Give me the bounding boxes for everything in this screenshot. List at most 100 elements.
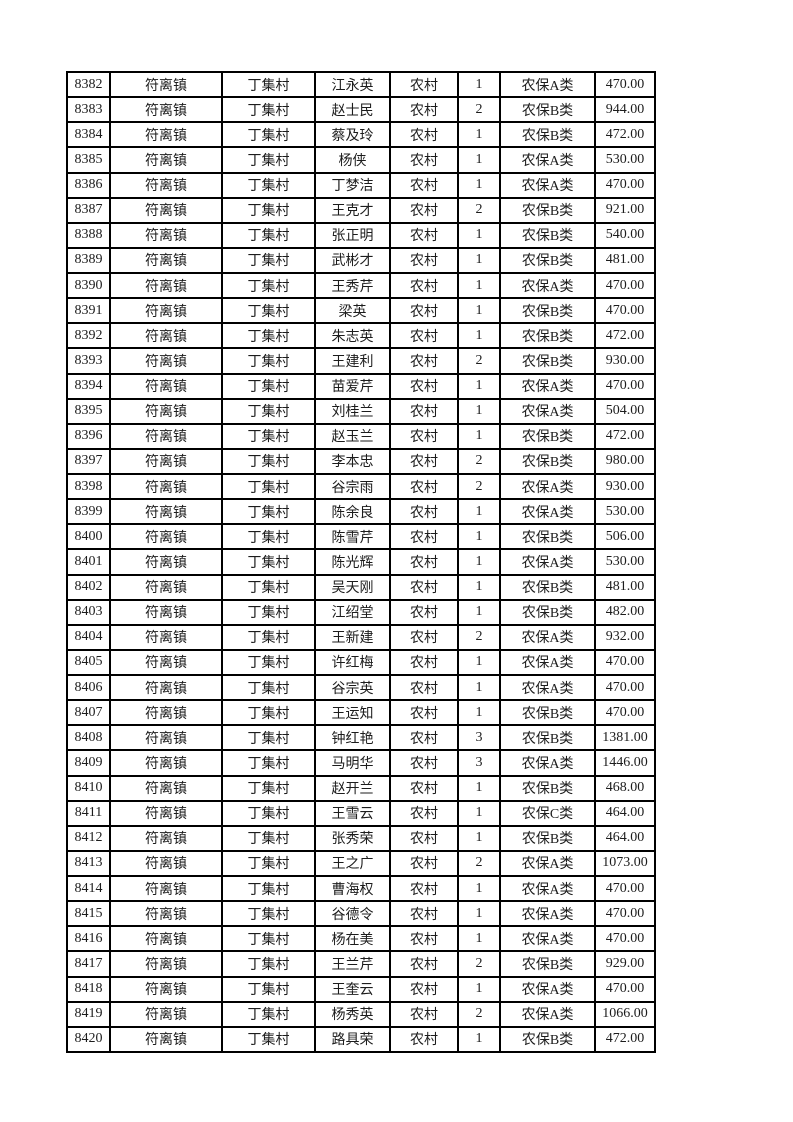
town-cell: 符离镇 [109,623,223,651]
area-type-cell: 农村 [389,196,459,224]
amount-cell: 482.00 [594,598,656,626]
person-name-cell: 王奎云 [314,975,391,1003]
amount-cell: 472.00 [594,322,656,350]
amount-cell: 464.00 [594,824,656,852]
insurance-category-cell: 农保A类 [499,271,596,300]
person-count-cell: 1 [457,648,501,677]
person-name-cell: 谷宗英 [314,673,391,702]
area-type-cell: 农村 [389,498,459,526]
town-cell: 符离镇 [109,1025,223,1054]
record-id-cell: 8384 [66,121,111,149]
town-cell: 符离镇 [109,824,223,852]
person-count-cell: 1 [457,975,501,1003]
record-id-cell: 8415 [66,900,111,928]
table-row: 8413 符离镇 丁集村 王之广 农村 2 农保A类 1073.00 [66,849,656,878]
insurance-category-cell: 农保A类 [499,70,596,99]
amount-cell: 470.00 [594,699,656,727]
village-cell: 丁集村 [221,347,316,375]
village-cell: 丁集村 [221,472,316,501]
table-row: 8384 符离镇 丁集村 蔡及玲 农村 1 农保B类 472.00 [66,121,656,149]
insurance-category-cell: 农保A类 [499,171,596,199]
village-cell: 丁集村 [221,849,316,878]
area-type-cell: 农村 [389,246,459,275]
record-id-cell: 8388 [66,221,111,249]
town-cell: 符离镇 [109,673,223,702]
table-row: 8411 符离镇 丁集村 王雪云 农村 1 农保C类 464.00 [66,799,656,827]
village-cell: 丁集村 [221,523,316,551]
person-name-cell: 王之广 [314,849,391,878]
record-id-cell: 8389 [66,246,111,275]
record-id-cell: 8413 [66,849,111,878]
amount-cell: 470.00 [594,673,656,702]
insurance-category-cell: 农保B类 [499,96,596,124]
person-count-cell: 2 [457,196,501,224]
record-id-cell: 8406 [66,673,111,702]
person-count-cell: 1 [457,397,501,425]
village-cell: 丁集村 [221,673,316,702]
insurance-category-cell: 农保A类 [499,849,596,878]
town-cell: 符离镇 [109,975,223,1003]
village-cell: 丁集村 [221,1025,316,1054]
amount-cell: 530.00 [594,548,656,576]
insurance-category-cell: 农保B类 [499,724,596,752]
person-count-cell: 2 [457,1000,501,1028]
area-type-cell: 农村 [389,271,459,300]
village-cell: 丁集村 [221,498,316,526]
village-cell: 丁集村 [221,322,316,350]
village-cell: 丁集村 [221,975,316,1003]
town-cell: 符离镇 [109,874,223,903]
person-count-cell: 2 [457,950,501,978]
person-count-cell: 1 [457,146,501,174]
person-name-cell: 路具荣 [314,1025,391,1054]
village-cell: 丁集村 [221,70,316,99]
person-name-cell: 朱志英 [314,322,391,350]
amount-cell: 530.00 [594,146,656,174]
person-count-cell: 2 [457,347,501,375]
table-row: 8390 符离镇 丁集村 王秀芹 农村 1 农保A类 470.00 [66,271,656,300]
area-type-cell: 农村 [389,171,459,199]
area-type-cell: 农村 [389,900,459,928]
town-cell: 符离镇 [109,1000,223,1028]
person-name-cell: 张正明 [314,221,391,249]
amount-cell: 506.00 [594,523,656,551]
village-cell: 丁集村 [221,196,316,224]
area-type-cell: 农村 [389,749,459,777]
person-count-cell: 1 [457,673,501,702]
person-name-cell: 马明华 [314,749,391,777]
area-type-cell: 农村 [389,648,459,677]
person-count-cell: 1 [457,271,501,300]
insurance-category-cell: 农保B类 [499,774,596,802]
record-id-cell: 8419 [66,1000,111,1028]
amount-cell: 929.00 [594,950,656,978]
amount-cell: 540.00 [594,221,656,249]
village-cell: 丁集村 [221,548,316,576]
record-id-cell: 8403 [66,598,111,626]
insurance-category-cell: 农保B类 [499,598,596,626]
amount-cell: 930.00 [594,347,656,375]
insurance-category-cell: 农保A类 [499,900,596,928]
insurance-category-cell: 农保A类 [499,673,596,702]
village-cell: 丁集村 [221,623,316,651]
person-count-cell: 1 [457,1025,501,1054]
person-count-cell: 1 [457,297,501,325]
area-type-cell: 农村 [389,573,459,601]
record-id-cell: 8391 [66,297,111,325]
insurance-category-cell: 农保A类 [499,372,596,400]
person-count-cell: 1 [457,523,501,551]
person-count-cell: 3 [457,749,501,777]
person-count-cell: 1 [457,171,501,199]
person-name-cell: 王秀芹 [314,271,391,300]
town-cell: 符离镇 [109,749,223,777]
table-row: 8396 符离镇 丁集村 赵玉兰 农村 1 农保B类 472.00 [66,422,656,450]
record-id-cell: 8414 [66,874,111,903]
person-name-cell: 王运知 [314,699,391,727]
table-row: 8393 符离镇 丁集村 王建利 农村 2 农保B类 930.00 [66,347,656,375]
person-count-cell: 3 [457,724,501,752]
town-cell: 符离镇 [109,900,223,928]
village-cell: 丁集村 [221,749,316,777]
town-cell: 符离镇 [109,548,223,576]
amount-cell: 468.00 [594,774,656,802]
person-name-cell: 张秀荣 [314,824,391,852]
village-cell: 丁集村 [221,271,316,300]
town-cell: 符离镇 [109,447,223,476]
